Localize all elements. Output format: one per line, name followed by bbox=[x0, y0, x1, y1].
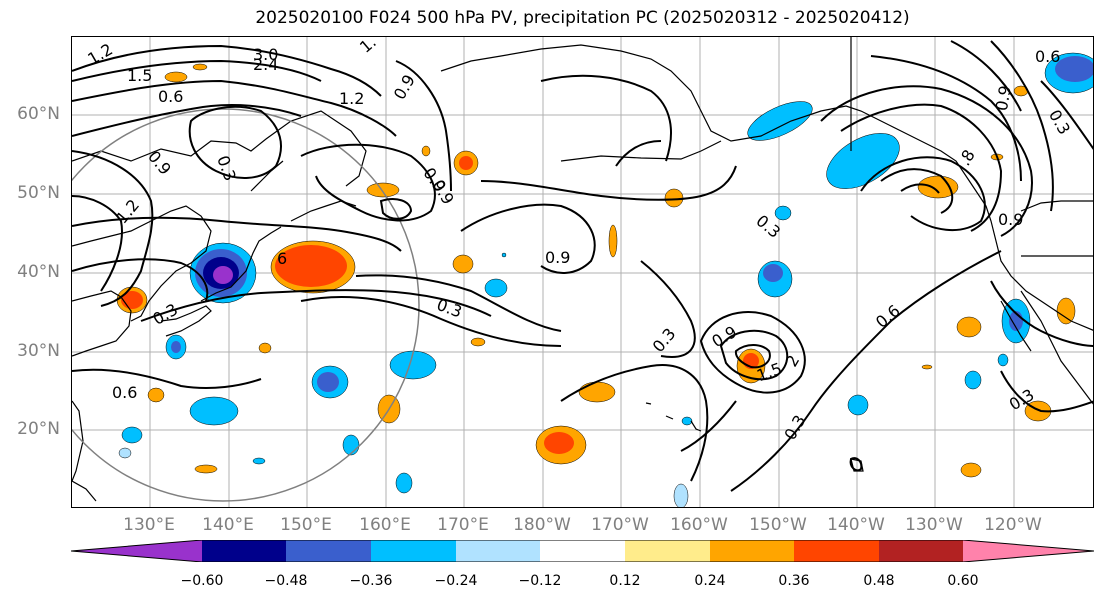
contour-label: 1.2 bbox=[339, 89, 364, 108]
lon-label-150e: 150°E bbox=[280, 515, 332, 535]
map-title: 2025020100 F024 500 hPa PV, precipitatio… bbox=[255, 8, 910, 28]
colorbar-segment bbox=[963, 540, 1094, 562]
contour-label: 1.5 bbox=[127, 66, 152, 85]
colorbar-segment bbox=[710, 540, 794, 562]
lon-label-140w: 140°W bbox=[827, 515, 885, 535]
precip-shading bbox=[116, 52, 1093, 507]
contour-label: 1. bbox=[356, 37, 380, 57]
contour-label: 0.6 bbox=[158, 87, 183, 106]
contour-labels: 1.2 1.5 0.6 3.0 2.4 1. 0.9 1.2 0.9 0.3 1… bbox=[84, 37, 1074, 443]
lon-label-130w: 130°W bbox=[905, 515, 963, 535]
lon-label-120w: 120°W bbox=[984, 515, 1042, 535]
map-panel: 1.2 1.5 0.6 3.0 2.4 1. 0.9 1.2 0.9 0.3 1… bbox=[71, 36, 1094, 508]
lat-label-60n: 60°N bbox=[17, 104, 60, 124]
colorbar-segment bbox=[540, 540, 625, 562]
colorbar-tick: −0.36 bbox=[349, 573, 393, 589]
colorbar-segment bbox=[879, 540, 963, 562]
lon-label-130e: 130°E bbox=[123, 515, 175, 535]
colorbar bbox=[71, 540, 1094, 562]
lon-label-180w: 180°W bbox=[513, 515, 571, 535]
lon-label-170e: 170°E bbox=[437, 515, 489, 535]
colorbar-segment bbox=[286, 540, 371, 562]
contour-label: 0.9 bbox=[390, 71, 419, 103]
colorbar-tick: −0.48 bbox=[264, 573, 308, 589]
map-canvas: 1.2 1.5 0.6 3.0 2.4 1. 0.9 1.2 0.9 0.3 1… bbox=[72, 37, 1093, 507]
contour-label: 0.9 bbox=[545, 248, 570, 267]
contour-label: 0.3 bbox=[649, 324, 680, 356]
contour-label: 0.3 bbox=[1045, 106, 1074, 138]
colorbar-tick: −0.12 bbox=[518, 573, 562, 589]
lon-label-170w: 170°W bbox=[591, 515, 649, 535]
contour-label: 3.0 bbox=[253, 45, 278, 64]
colorbar-segments bbox=[71, 540, 1094, 562]
colorbar-segment bbox=[371, 540, 456, 562]
lon-label-140e: 140°E bbox=[202, 515, 254, 535]
contour-label: 0.3 bbox=[780, 412, 809, 444]
colorbar-tick: 0.60 bbox=[947, 573, 979, 589]
colorbar-segment bbox=[625, 540, 710, 562]
contour-label: 0.9 bbox=[998, 210, 1023, 229]
lon-label-150w: 150°W bbox=[749, 515, 807, 535]
contour-label: 1.2 bbox=[112, 196, 143, 228]
contour-label: 0.9 bbox=[992, 84, 1015, 112]
contour-label: 0.6 bbox=[112, 383, 137, 402]
colorbar-tick: 0.12 bbox=[609, 573, 641, 589]
contour-label: 0.3 bbox=[213, 153, 240, 183]
region-circle bbox=[72, 108, 420, 502]
colorbar-segment bbox=[794, 540, 879, 562]
colorbar-segment bbox=[456, 540, 540, 562]
colorbar-tick: 0.36 bbox=[778, 573, 810, 589]
contour-label: 0.6 bbox=[872, 301, 904, 332]
colorbar-tick: −0.60 bbox=[180, 573, 224, 589]
contour-label: 6 bbox=[277, 249, 287, 268]
contour-label: 2.4 bbox=[253, 55, 278, 74]
contour-label: 0.6 bbox=[1035, 47, 1060, 66]
lat-label-40n: 40°N bbox=[17, 262, 60, 282]
contour-label: 0.9 bbox=[709, 322, 741, 351]
lat-label-50n: 50°N bbox=[17, 183, 60, 203]
lat-label-20n: 20°N bbox=[17, 419, 60, 439]
lon-label-160w: 160°W bbox=[670, 515, 728, 535]
colorbar-segment bbox=[71, 540, 202, 562]
contour-label: 0.3 bbox=[150, 300, 182, 329]
lon-label-160e: 160°E bbox=[359, 515, 411, 535]
colorbar-tick: 0.24 bbox=[694, 573, 726, 589]
pv-contours bbox=[72, 40, 1093, 492]
colorbar-tick: −0.24 bbox=[434, 573, 478, 589]
lat-label-30n: 30°N bbox=[17, 341, 60, 361]
colorbar-segment bbox=[202, 540, 286, 562]
colorbar-tick: 0.48 bbox=[863, 573, 895, 589]
